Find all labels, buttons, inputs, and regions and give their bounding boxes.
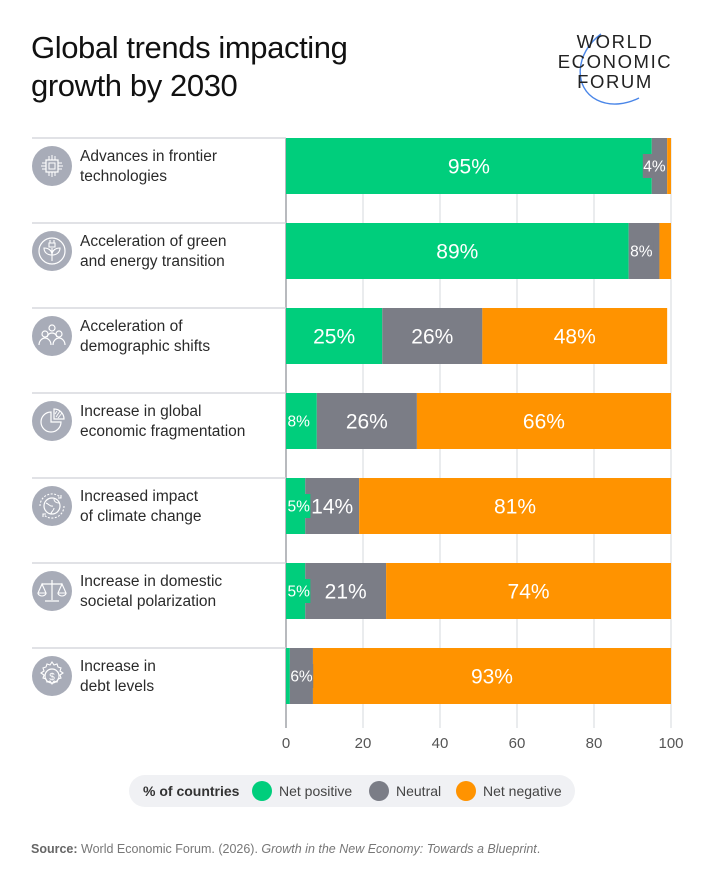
bar-value-label: 4% — [643, 159, 666, 176]
bar-value-label: 8% — [630, 244, 653, 261]
row-label: Increase in global economic fragmentation — [80, 402, 280, 442]
x-tick-label: 60 — [509, 735, 526, 752]
bar-segment-net-negative — [482, 308, 668, 364]
bar-value-label: 81% — [494, 496, 536, 519]
bar-segment-net-negative — [312, 648, 671, 704]
x-tick-label: 80 — [586, 735, 603, 752]
bar-label-background — [287, 409, 311, 433]
chart-title: Global trends impacting growth by 2030 — [31, 29, 451, 105]
wef-logo: WORLD ECONOMIC FORUM — [545, 28, 685, 108]
x-tick-label: 40 — [432, 735, 449, 752]
bar-segment-net-negative — [359, 478, 671, 534]
bar-value-label: 14% — [311, 496, 353, 519]
bar-label-background — [629, 239, 654, 263]
bar-value-label: 5% — [287, 584, 310, 601]
bar-segment-net-negative — [659, 223, 671, 279]
row-label: Acceleration of demographic shifts — [80, 317, 280, 357]
pie-chart-icon — [32, 401, 72, 441]
plant-plug-icon — [32, 231, 72, 271]
x-tick-label: 0 — [282, 735, 290, 752]
svg-text:$: $ — [49, 672, 55, 683]
bar-value-label: 6% — [290, 669, 313, 686]
bar-value-label: 8% — [287, 414, 310, 431]
bar-segment-net-negative — [667, 138, 671, 194]
bar-value-label: 66% — [523, 411, 565, 434]
scales-icon — [32, 571, 72, 611]
row-label-line-1: Increased impact — [80, 488, 199, 505]
bar-segment-neutral — [305, 563, 387, 619]
row-label-line-2: technologies — [80, 168, 168, 185]
x-tick-label: 20 — [355, 735, 372, 752]
x-tick-label: 100 — [658, 735, 683, 752]
row-label-line-1: Increase in — [80, 658, 156, 675]
bar-segment-net-negative — [386, 563, 671, 619]
legend-swatch-net-negative — [456, 781, 476, 801]
dollar-gear-icon: $ — [32, 656, 72, 696]
row-label: Increased impact of climate change — [80, 487, 280, 527]
legend-label-net-positive: Net positive — [279, 783, 353, 799]
bar-segment-net-positive — [286, 648, 290, 704]
row-label: Acceleration of green and energy transiti… — [80, 232, 280, 272]
bar-label-background — [287, 494, 311, 518]
title-line-2: growth by 2030 — [31, 68, 238, 103]
legend-swatch-net-positive — [252, 781, 272, 801]
bar-segment-neutral — [382, 308, 483, 364]
bar-value-label: 95% — [448, 156, 490, 179]
stacked-bar-chart: 0 20 40 60 80 100 95% 4% 89% 8% 25% 26% 48% 8% 26% 66% 5… — [32, 137, 684, 752]
globe-cycle-icon — [32, 486, 72, 526]
bar-value-label: 25% — [313, 326, 355, 349]
row-label: Increase in domestic societal polarizatio… — [80, 572, 280, 612]
row-label: Increase in debt levels — [80, 657, 280, 697]
bar-value-label: 21% — [325, 581, 367, 604]
row-label-line-1: Advances in frontier — [80, 148, 217, 165]
bar-segment-net-negative — [416, 393, 671, 449]
bar-segment-net-positive — [286, 223, 629, 279]
chip-icon — [32, 146, 72, 186]
bar-segment-net-positive — [286, 308, 383, 364]
row-label-line-1: Increase in global — [80, 403, 202, 420]
bar-value-label: 26% — [346, 411, 388, 434]
bar-label-background — [289, 664, 314, 688]
row-label-line-1: Increase in domestic — [80, 573, 223, 590]
row-label-line-2: economic fragmentation — [80, 423, 246, 440]
legend-label-neutral: Neutral — [396, 783, 442, 799]
legend: % of countries Net positive Neutral Net … — [129, 775, 575, 807]
row-label-line-1: Acceleration of — [80, 318, 183, 335]
bar-value-label: 26% — [411, 326, 453, 349]
logo-word-1: WORLD — [576, 31, 654, 52]
legend-swatch-neutral — [369, 781, 389, 801]
bar-segment-neutral — [316, 393, 417, 449]
bar-segment-net-positive — [286, 138, 652, 194]
logo-arc-icon — [579, 33, 640, 105]
row-label-line-2: and energy transition — [80, 253, 225, 270]
row-label-line-1: Acceleration of green — [80, 233, 227, 250]
source-note: Source: World Economic Forum. (2026). Gr… — [31, 842, 540, 856]
bar-value-label: 74% — [508, 581, 550, 604]
row-label-line-2: societal polarization — [80, 593, 217, 610]
bar-label-background — [642, 154, 667, 178]
row-label-line-2: of climate change — [80, 508, 202, 525]
source-end: . — [536, 842, 541, 856]
legend-label-net-negative: Net negative — [483, 783, 562, 799]
source-title: Growth in the New Economy: Towards a Blu… — [261, 842, 537, 856]
bar-value-label: 5% — [287, 499, 310, 516]
bar-value-label: 93% — [471, 666, 513, 689]
title-line-1: Global trends impacting — [31, 30, 348, 65]
bar-value-label: 89% — [436, 241, 478, 264]
people-icon — [32, 316, 72, 356]
row-label-line-2: demographic shifts — [80, 338, 211, 355]
logo-word-3: FORUM — [577, 71, 653, 92]
row-label-line-2: debt levels — [80, 678, 155, 695]
bar-value-label: 48% — [554, 326, 596, 349]
legend-title: % of countries — [143, 783, 240, 799]
source-text: World Economic Forum. (2026). — [77, 842, 262, 856]
bar-segment-neutral — [305, 478, 360, 534]
logo-word-2: ECONOMIC — [557, 51, 673, 72]
row-label: Advances in frontier technologies — [80, 147, 280, 187]
source-label: Source: — [31, 842, 78, 856]
bar-label-background — [287, 579, 311, 603]
